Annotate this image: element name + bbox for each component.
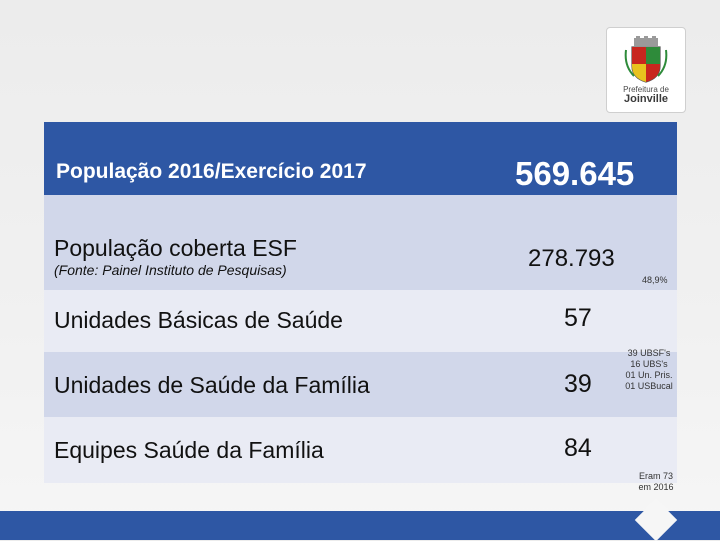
ubs-label: Unidades Básicas de Saúde bbox=[54, 307, 343, 333]
ubs-value: 57 bbox=[564, 304, 592, 332]
row-usf: Unidades de Saúde da Família 39 bbox=[44, 352, 677, 417]
units-note-line: 39 UBSF's bbox=[627, 348, 671, 358]
teams-note: Eram 73 em 2016 bbox=[628, 471, 684, 493]
row-population: População 2016/Exercício 2017 569.645 bbox=[44, 122, 677, 195]
usf-label: Unidades de Saúde da Família bbox=[54, 372, 370, 398]
coverage-label: População coberta ESF bbox=[54, 235, 297, 261]
coat-of-arms-icon bbox=[624, 36, 668, 83]
units-breakdown-note: 39 UBSF's 16 UBS's 01 Un. Pris. 01 USBuc… bbox=[617, 348, 681, 392]
footer-bar bbox=[0, 511, 720, 540]
teams-note-line: em 2016 bbox=[638, 482, 674, 492]
coverage-source: (Fonte: Painel Instituto de Pesquisas) bbox=[54, 262, 287, 278]
row-ubs: Unidades Básicas de Saúde 57 bbox=[44, 290, 677, 352]
units-note-line: 01 Un. Pris. bbox=[625, 370, 673, 380]
indicators-table: População 2016/Exercício 2017 569.645 Po… bbox=[44, 122, 677, 483]
row-coverage: População coberta ESF 278.793 (Fonte: Pa… bbox=[44, 195, 677, 290]
logo-line-1: Prefeitura de bbox=[623, 85, 669, 94]
esf-value: 84 bbox=[564, 434, 592, 462]
usf-value: 39 bbox=[564, 370, 592, 398]
population-value: 569.645 bbox=[515, 155, 635, 192]
coverage-percent: 48,9% bbox=[642, 275, 668, 285]
population-label: População 2016/Exercício 2017 bbox=[56, 160, 367, 183]
esf-label: Equipes Saúde da Família bbox=[54, 437, 324, 463]
logo-line-2: Joinville bbox=[623, 93, 669, 105]
prefeitura-logo: Prefeitura de Joinville bbox=[606, 27, 686, 113]
units-note-line: 16 UBS's bbox=[630, 359, 668, 369]
row-esf: Equipes Saúde da Família 84 bbox=[44, 417, 677, 483]
units-note-line: 01 USBucal bbox=[625, 381, 673, 391]
coverage-value: 278.793 bbox=[528, 245, 615, 272]
teams-note-line: Eram 73 bbox=[638, 471, 673, 481]
